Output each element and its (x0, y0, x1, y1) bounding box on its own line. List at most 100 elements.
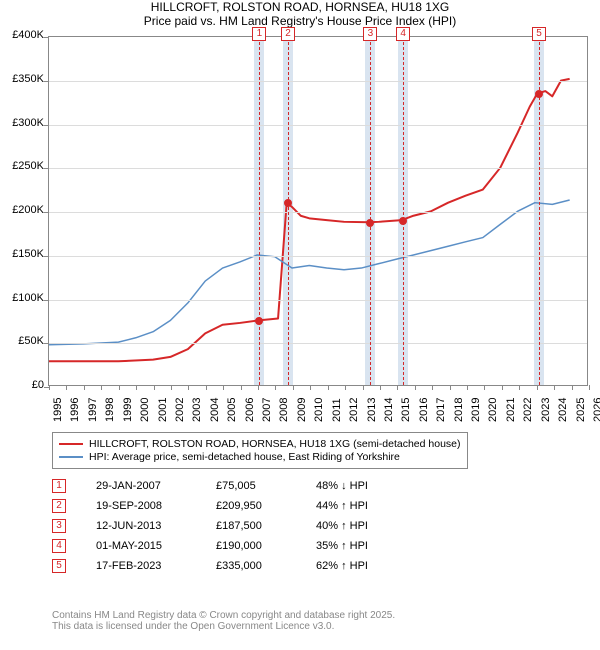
x-tick (223, 385, 224, 390)
marker-number-box: 3 (363, 27, 377, 41)
y-tick-label: £250K (2, 160, 44, 172)
legend-swatch (59, 443, 83, 445)
y-tick-label: £200K (2, 204, 44, 216)
marker-number-box: 2 (281, 27, 295, 41)
marker-point (535, 90, 543, 98)
gridline-h (49, 256, 587, 257)
y-tick-label: £100K (2, 292, 44, 304)
x-tick-label: 2008 (278, 398, 290, 422)
x-tick (275, 385, 276, 390)
y-tick-label: £350K (2, 73, 44, 85)
x-tick (49, 385, 50, 390)
y-tick-label: £400K (2, 29, 44, 41)
x-tick-label: 2001 (157, 398, 169, 422)
marker-number-box: 1 (252, 27, 266, 41)
sale-number-box: 5 (52, 559, 66, 573)
table-row: 5 17-FEB-2023£335,00062% ↑ HPI (52, 556, 416, 576)
marker-point (255, 317, 263, 325)
y-tick-label: £50K (2, 335, 44, 347)
legend-label: HPI: Average price, semi-detached house,… (89, 451, 400, 463)
y-tick (44, 37, 49, 38)
gridline-h (49, 168, 587, 169)
sale-hpi-delta: 35% ↑ HPI (316, 540, 416, 552)
series-line-hpi (49, 200, 570, 345)
sale-price: £187,500 (216, 520, 316, 532)
x-tick (363, 385, 364, 390)
x-tick (537, 385, 538, 390)
x-tick-label: 2007 (261, 398, 273, 422)
x-tick-label: 2014 (383, 398, 395, 422)
x-tick (397, 385, 398, 390)
x-tick-label: 2019 (470, 398, 482, 422)
x-tick (293, 385, 294, 390)
sale-hpi-delta: 40% ↑ HPI (316, 520, 416, 532)
footer-attribution: Contains HM Land Registry data © Crown c… (52, 610, 395, 632)
x-tick-label: 2016 (418, 398, 430, 422)
x-tick (502, 385, 503, 390)
x-tick-label: 2026 (592, 398, 600, 422)
x-tick (101, 385, 102, 390)
x-tick-label: 2025 (575, 398, 587, 422)
table-row: 401-MAY-2015£190,00035% ↑ HPI (52, 536, 416, 556)
legend: HILLCROFT, ROLSTON ROAD, HORNSEA, HU18 1… (52, 432, 468, 469)
sale-date: 29-JAN-2007 (96, 480, 216, 492)
gridline-h (49, 81, 587, 82)
y-tick (44, 212, 49, 213)
x-tick-label: 2002 (174, 398, 186, 422)
y-tick-label: £300K (2, 117, 44, 129)
x-tick-label: 2013 (366, 398, 378, 422)
x-tick-label: 1998 (104, 398, 116, 422)
footer-line1: Contains HM Land Registry data © Crown c… (52, 610, 395, 621)
marker-line (403, 37, 404, 385)
x-tick-label: 2023 (540, 398, 552, 422)
x-tick (171, 385, 172, 390)
x-tick-label: 2010 (313, 398, 325, 422)
marker-line (288, 37, 289, 385)
x-tick (310, 385, 311, 390)
table-row: 129-JAN-2007£75,00548% ↓ HPI (52, 476, 416, 496)
y-tick-label: £0 (2, 379, 44, 391)
x-tick (432, 385, 433, 390)
x-tick-label: 2024 (557, 398, 569, 422)
sale-date: 12-JUN-2013 (96, 520, 216, 532)
x-tick-label: 2005 (226, 398, 238, 422)
legend-label: HILLCROFT, ROLSTON ROAD, HORNSEA, HU18 1… (89, 438, 461, 450)
gridline-h (49, 125, 587, 126)
x-tick (415, 385, 416, 390)
x-tick-label: 2017 (435, 398, 447, 422)
sale-hpi-delta: 62% ↑ HPI (316, 560, 416, 572)
sale-number-box: 4 (52, 539, 66, 553)
gridline-h (49, 343, 587, 344)
x-tick (154, 385, 155, 390)
x-tick (188, 385, 189, 390)
x-tick (467, 385, 468, 390)
x-tick (328, 385, 329, 390)
x-tick-label: 2015 (400, 398, 412, 422)
x-tick-label: 2000 (139, 398, 151, 422)
marker-point (366, 219, 374, 227)
chart-title: HILLCROFT, ROLSTON ROAD, HORNSEA, HU18 1… (0, 0, 600, 14)
sale-date: 17-FEB-2023 (96, 560, 216, 572)
sale-number-box: 3 (52, 519, 66, 533)
x-tick-label: 2012 (348, 398, 360, 422)
x-tick (119, 385, 120, 390)
marker-point (284, 199, 292, 207)
x-tick-label: 2003 (191, 398, 203, 422)
x-tick-label: 2021 (505, 398, 517, 422)
x-tick (66, 385, 67, 390)
x-tick-label: 2004 (209, 398, 221, 422)
y-tick (44, 168, 49, 169)
x-tick-label: 2020 (487, 398, 499, 422)
x-tick (572, 385, 573, 390)
marker-number-box: 5 (532, 27, 546, 41)
sale-price: £209,950 (216, 500, 316, 512)
x-tick-label: 1996 (69, 398, 81, 422)
table-row: 219-SEP-2008£209,95044% ↑ HPI (52, 496, 416, 516)
x-tick (206, 385, 207, 390)
x-tick (258, 385, 259, 390)
x-tick-label: 2009 (296, 398, 308, 422)
sale-date: 01-MAY-2015 (96, 540, 216, 552)
y-tick-label: £150K (2, 248, 44, 260)
x-tick-label: 2011 (331, 398, 343, 422)
sale-price: £335,000 (216, 560, 316, 572)
